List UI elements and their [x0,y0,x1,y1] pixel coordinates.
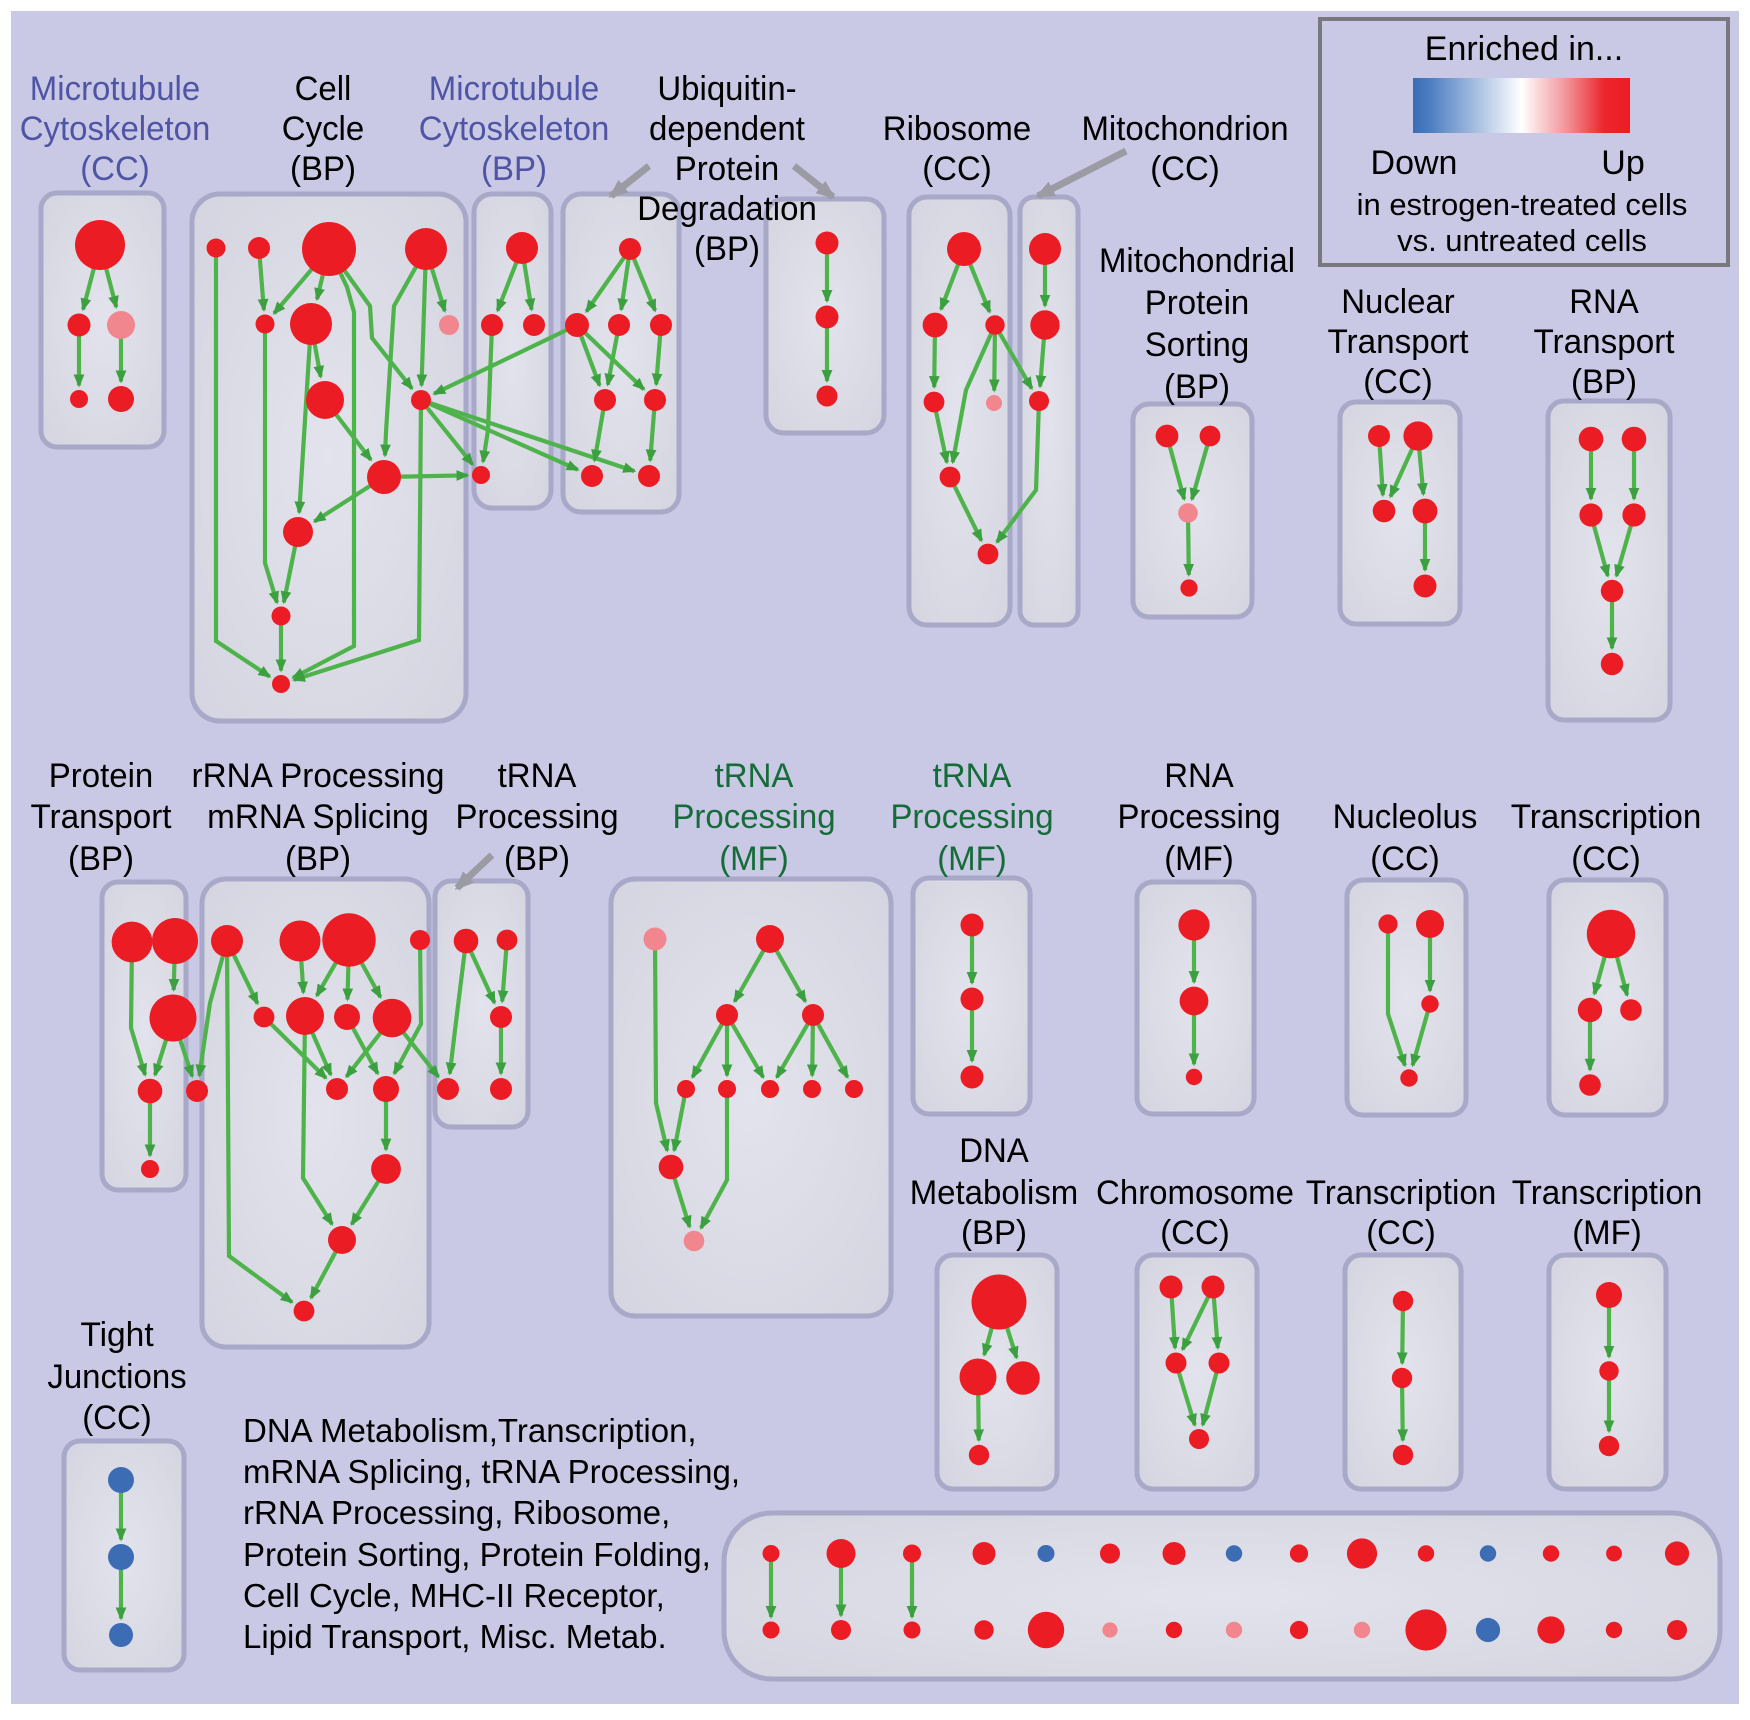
svg-text:DNA Metabolism,Transcription,: DNA Metabolism,Transcription, [243,1412,697,1449]
svg-text:(CC): (CC) [82,1399,152,1437]
svg-text:Cell Cycle, MHC-II Receptor,: Cell Cycle, MHC-II Receptor, [243,1577,665,1614]
svg-text:dependent: dependent [649,110,805,148]
svg-text:DNA: DNA [959,1132,1029,1170]
svg-text:Nucleolus: Nucleolus [1333,798,1478,836]
svg-text:(CC): (CC) [1160,1214,1230,1252]
svg-text:Microtubule: Microtubule [429,70,599,108]
svg-text:mRNA Splicing, tRNA Processing: mRNA Splicing, tRNA Processing, [243,1453,740,1490]
svg-text:(MF): (MF) [1572,1214,1642,1252]
svg-text:(CC): (CC) [1366,1214,1436,1252]
svg-text:Up: Up [1601,144,1644,182]
svg-text:Enriched in...: Enriched in... [1425,30,1623,68]
svg-text:Transport: Transport [30,798,172,836]
svg-text:(CC): (CC) [1571,840,1641,878]
svg-text:(CC): (CC) [1150,150,1220,188]
svg-text:Transcription: Transcription [1306,1174,1497,1212]
svg-text:rRNA Processing: rRNA Processing [192,757,445,795]
svg-text:Lipid Transport, Misc. Metab.: Lipid Transport, Misc. Metab. [243,1618,667,1655]
svg-text:(MF): (MF) [719,840,789,878]
svg-text:Degradation: Degradation [637,190,817,228]
svg-text:Mitochondrial: Mitochondrial [1099,242,1295,280]
svg-text:Protein: Protein [675,150,780,188]
svg-text:Down: Down [1371,144,1458,182]
svg-text:Processing: Processing [455,798,618,836]
svg-text:Microtubule: Microtubule [30,70,200,108]
svg-text:Ribosome: Ribosome [883,110,1031,148]
svg-text:Cytoskeleton: Cytoskeleton [419,110,610,148]
svg-text:(BP): (BP) [481,150,547,188]
svg-text:(CC): (CC) [1370,840,1440,878]
svg-text:Sorting: Sorting [1145,326,1250,364]
svg-text:Ubiquitin-: Ubiquitin- [657,70,796,108]
svg-text:Chromosome: Chromosome [1096,1174,1294,1212]
svg-text:Protein Sorting, Protein Foldi: Protein Sorting, Protein Folding, [243,1536,711,1573]
svg-text:(MF): (MF) [1164,840,1234,878]
svg-text:(BP): (BP) [961,1214,1027,1252]
svg-text:vs. untreated cells: vs. untreated cells [1397,223,1647,258]
svg-text:Cytoskeleton: Cytoskeleton [20,110,211,148]
svg-text:Protein: Protein [1145,284,1250,322]
svg-text:Transport: Transport [1533,323,1675,361]
svg-text:Transport: Transport [1327,323,1469,361]
svg-text:tRNA: tRNA [933,757,1012,795]
svg-text:(MF): (MF) [937,840,1007,878]
svg-text:tRNA: tRNA [498,757,577,795]
svg-text:Mitochondrion: Mitochondrion [1081,110,1288,148]
svg-text:(CC): (CC) [80,150,150,188]
svg-text:(BP): (BP) [1164,368,1230,406]
svg-text:Transcription: Transcription [1511,798,1702,836]
svg-text:rRNA Processing, Ribosome,: rRNA Processing, Ribosome, [243,1494,670,1531]
svg-text:RNA: RNA [1164,757,1234,795]
svg-text:Nuclear: Nuclear [1341,283,1455,321]
svg-text:Cycle: Cycle [282,110,365,148]
svg-text:(BP): (BP) [1571,363,1637,401]
svg-text:Processing: Processing [672,798,835,836]
svg-text:Protein: Protein [49,757,154,795]
svg-text:Processing: Processing [1117,798,1280,836]
svg-text:Tight: Tight [80,1316,154,1354]
svg-text:(BP): (BP) [68,840,134,878]
svg-text:RNA: RNA [1569,283,1639,321]
svg-text:Metabolism: Metabolism [910,1174,1079,1212]
svg-text:mRNA Splicing: mRNA Splicing [207,798,429,836]
svg-text:Processing: Processing [890,798,1053,836]
svg-text:in estrogen-treated cells: in estrogen-treated cells [1357,187,1688,222]
svg-text:tRNA: tRNA [715,757,794,795]
svg-text:Cell: Cell [295,70,352,108]
svg-text:(BP): (BP) [285,840,351,878]
svg-text:Transcription: Transcription [1512,1174,1703,1212]
svg-text:Junctions: Junctions [47,1358,186,1396]
svg-text:(CC): (CC) [922,150,992,188]
svg-text:(BP): (BP) [694,230,760,268]
svg-text:(BP): (BP) [504,840,570,878]
svg-text:(CC): (CC) [1363,363,1433,401]
svg-text:(BP): (BP) [290,150,356,188]
